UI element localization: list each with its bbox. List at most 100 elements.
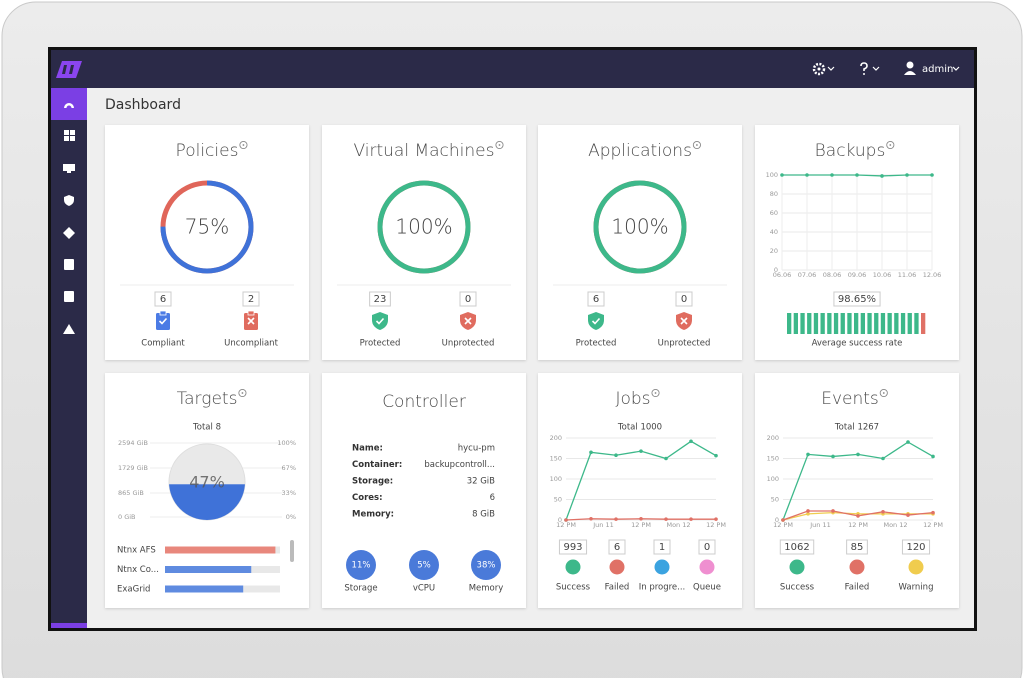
stat-label: Unprotected [442, 339, 495, 349]
x-tick-label: 10.06 [873, 271, 892, 279]
count: 6 [160, 294, 166, 305]
help-icon-dot [241, 392, 244, 394]
x-tick-label: 06.06 [773, 271, 792, 279]
resource-circle [346, 550, 376, 580]
y-tick-label: 50 [771, 496, 779, 504]
series-point [564, 518, 568, 522]
nav-targets[interactable] [63, 324, 75, 334]
resource-value: 38% [477, 561, 496, 571]
count: 0 [465, 294, 471, 305]
series-point [880, 174, 884, 178]
card-title: Jobs [615, 389, 650, 409]
help-icon [238, 388, 247, 398]
nav-applications[interactable] [63, 227, 75, 239]
resource-circle [409, 550, 439, 580]
series-point [856, 514, 860, 518]
stat-icon-glyph [591, 317, 601, 325]
logo-mark [62, 65, 74, 74]
x-tick-label: 12 PM [556, 521, 576, 529]
row-value: hycu-pm [458, 444, 495, 454]
y-tick-label: 50 [554, 496, 562, 504]
sidebar-footer [51, 623, 87, 628]
capacity-tick: 1729 GiB [118, 464, 148, 472]
stat-label: Unprotected [658, 339, 711, 349]
rate-bar [874, 313, 879, 334]
nav-dashboard[interactable] [64, 103, 74, 108]
series-point [614, 517, 618, 521]
series-point [589, 450, 593, 455]
series-point [689, 439, 693, 444]
count-box [901, 539, 931, 555]
series-point [689, 517, 693, 521]
y-tick-label: 40 [770, 228, 778, 236]
help-icon [879, 388, 888, 398]
x-tick-label: 08.06 [823, 271, 842, 279]
card [105, 125, 309, 360]
y-tick-label: 200 [767, 434, 779, 442]
y-tick-label: 0 [774, 266, 778, 274]
rate-bar [900, 313, 906, 334]
page-title: Dashboard [105, 97, 181, 113]
topbar [51, 50, 974, 88]
rate-bar [807, 313, 812, 334]
help-icon [239, 140, 248, 150]
count: 6 [614, 542, 620, 553]
row-label: Memory: [352, 510, 394, 520]
x-tick-label: 12.06 [923, 271, 942, 279]
stat-icon-glyph [464, 317, 472, 325]
nav-overview[interactable] [64, 130, 75, 141]
gauge-arc [593, 180, 687, 274]
gauge-label: 100% [395, 215, 452, 239]
series-point [806, 509, 810, 513]
count: 23 [374, 294, 387, 305]
item-bar [165, 585, 244, 593]
nav-policies[interactable] [64, 195, 74, 206]
nav-jobs[interactable] [64, 259, 74, 270]
x-tick-label: 12 PM [631, 521, 651, 529]
settings-menu[interactable] [812, 62, 835, 76]
x-tick-label: Jun 11 [592, 521, 614, 529]
x-tick-label: Mon 12 [883, 521, 907, 529]
help-icon-dot [498, 144, 501, 146]
count: 1062 [784, 542, 809, 553]
rate-bar [894, 313, 899, 334]
card-title: Policies [176, 141, 239, 161]
stat-icon-clip [247, 310, 255, 316]
percent-tick: 33% [282, 489, 296, 497]
card-title: Applications [588, 141, 692, 161]
series-point [905, 173, 909, 177]
rate-bar [793, 313, 798, 334]
count-box [608, 539, 626, 555]
series-point [831, 509, 835, 513]
series-point [906, 440, 910, 444]
x-tick-label: 12 PM [706, 521, 726, 529]
count-box [154, 291, 172, 307]
stat-label: Warning [899, 583, 934, 593]
help-icon-dot [242, 144, 245, 146]
help-icon-dot [882, 392, 885, 394]
count: 0 [681, 294, 687, 305]
sidebar [51, 88, 87, 628]
item-name: Ntnx AFS [117, 546, 156, 556]
series-point [830, 173, 834, 177]
help-icon [495, 140, 504, 150]
nav-vms[interactable] [63, 164, 75, 173]
stat-dot [609, 559, 625, 575]
resource-label: vCPU [413, 584, 435, 594]
y-tick-label: 200 [550, 434, 562, 442]
help-menu[interactable] [860, 62, 880, 75]
nav-events[interactable] [64, 291, 74, 302]
user-menu[interactable]: admin [904, 61, 960, 76]
rate-bar [860, 313, 865, 334]
card-title: Backups [815, 141, 886, 161]
count-box [369, 291, 391, 307]
rate-bar [813, 313, 819, 334]
stat-label: Protected [360, 339, 401, 349]
y-tick-label: 100 [766, 171, 778, 179]
stat-icon-glyph [680, 317, 688, 325]
y-tick-label: 0 [558, 516, 562, 524]
resource-label: Memory [469, 584, 504, 594]
rate-bar [854, 313, 859, 334]
stat-dot [908, 559, 924, 575]
rate-bar [787, 313, 792, 334]
